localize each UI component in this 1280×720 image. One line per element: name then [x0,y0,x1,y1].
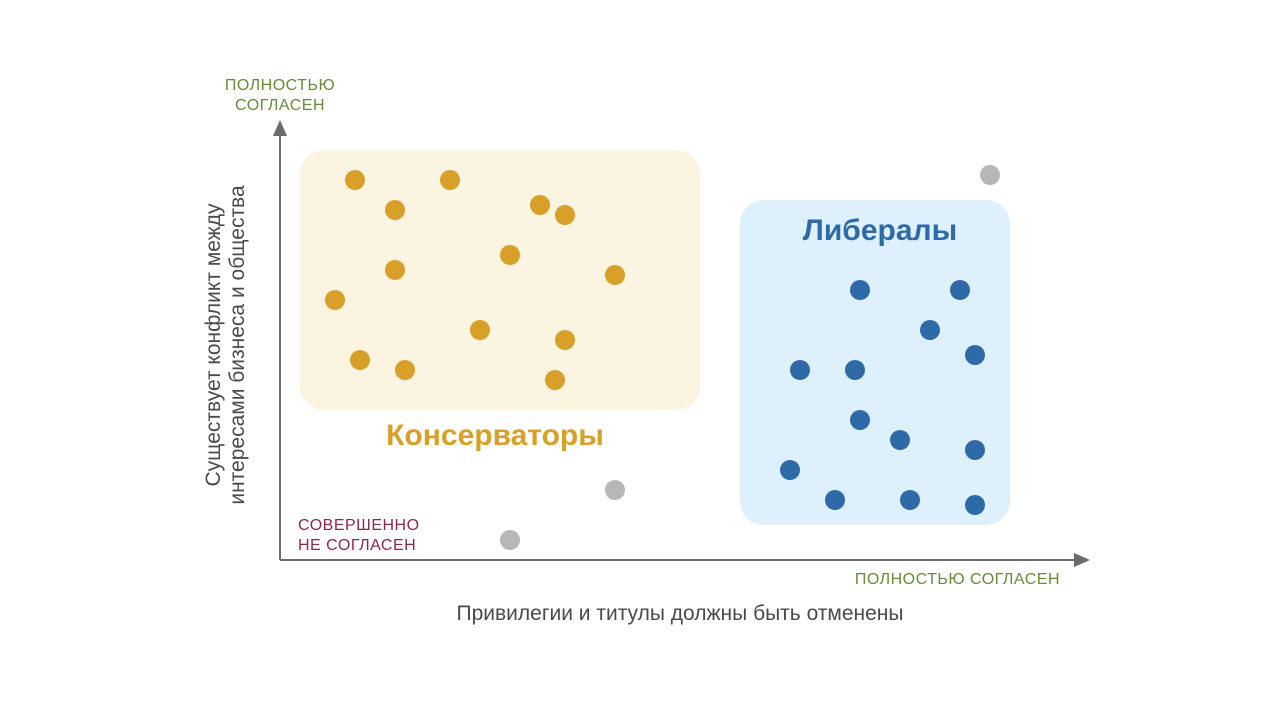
point-conservatives [325,290,345,310]
point-conservatives [555,205,575,225]
point-outliers [605,480,625,500]
point-conservatives [385,260,405,280]
point-conservatives [345,170,365,190]
scatter-chart: Консерваторы Либералы ПОЛНОСТЬЮ СОГЛАСЕН СО… [0,0,1280,720]
point-liberals [920,320,940,340]
point-conservatives [395,360,415,380]
y-top-label-2: СОГЛАСЕН [235,97,325,114]
y-axis-title-1: Существует конфликт между [202,203,225,486]
x-axis-arrow-icon [1074,553,1090,567]
point-liberals [900,490,920,510]
point-conservatives [545,370,565,390]
point-conservatives [605,265,625,285]
cluster-boxes [300,150,1010,525]
point-conservatives [530,195,550,215]
y-top-label-1: ПОЛНОСТЬЮ [225,77,335,94]
point-liberals [850,280,870,300]
y-axis-arrow-icon [273,120,287,136]
point-conservatives [350,350,370,370]
point-conservatives [470,320,490,340]
y-bottom-label-1: СОВЕРШЕННО [298,517,420,534]
point-liberals [780,460,800,480]
cluster-label-liberals: Либералы [803,214,957,247]
x-right-label: ПОЛНОСТЬЮ СОГЛАСЕН [855,571,1060,588]
cluster-box-conservatives [300,150,700,410]
y-axis-title-2: интересами бизнеса и общества [226,185,249,505]
point-liberals [965,345,985,365]
point-conservatives [385,200,405,220]
point-conservatives [555,330,575,350]
point-liberals [965,495,985,515]
point-liberals [845,360,865,380]
point-outliers [500,530,520,550]
x-axis-title: Привилегии и титулы должны быть отменены [457,602,904,625]
point-conservatives [440,170,460,190]
point-liberals [950,280,970,300]
point-liberals [965,440,985,460]
point-liberals [790,360,810,380]
point-liberals [825,490,845,510]
point-liberals [890,430,910,450]
y-bottom-label-2: НЕ СОГЛАСЕН [298,537,416,554]
point-conservatives [500,245,520,265]
cluster-label-conservatives: Консерваторы [386,419,604,452]
chart-svg: Консерваторы Либералы ПОЛНОСТЬЮ СОГЛАСЕН СО… [0,0,1280,720]
point-outliers [980,165,1000,185]
point-liberals [850,410,870,430]
